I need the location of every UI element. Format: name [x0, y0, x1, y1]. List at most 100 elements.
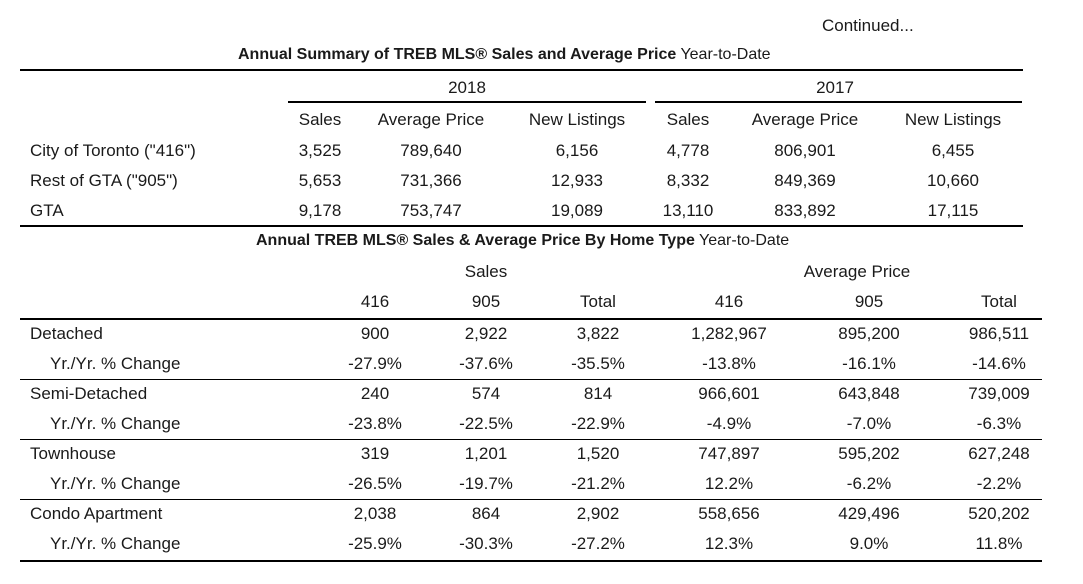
summary-col-header: Sales: [666, 110, 710, 129]
row-group-divider: [20, 379, 1042, 380]
summary-bottom-rule: [20, 225, 1023, 227]
hometype-cell: 1,201: [464, 444, 508, 463]
summary-title: Annual Summary of TREB MLS® Sales and Av…: [238, 46, 771, 64]
hometype-cell: 520,202: [968, 504, 1030, 523]
hometype-cell: 319: [360, 444, 390, 463]
yoy-change-label: Yr./Yr. % Change: [50, 474, 181, 493]
summary-title-bold: Annual Summary of TREB MLS® Sales and Av…: [238, 46, 677, 63]
yoy-change-cell: -37.6%: [459, 354, 513, 373]
yoy-change-label: Yr./Yr. % Change: [50, 414, 181, 433]
summary-col-header: New Listings: [528, 110, 626, 129]
yoy-change-cell: -27.2%: [571, 534, 625, 553]
yoy-change-cell: -6.3%: [976, 414, 1022, 433]
yoy-change-cell: -22.9%: [571, 414, 625, 433]
summary-cell: 19,089: [551, 201, 603, 220]
hometype-cell: 643,848: [838, 384, 900, 403]
yoy-change-cell: -22.5%: [459, 414, 513, 433]
home-type-label: Semi-Detached: [30, 384, 148, 403]
summary-col-header: New Listings: [904, 110, 1002, 129]
summary-col-header: Average Price: [751, 110, 859, 129]
summary-cell: 789,640: [400, 141, 462, 160]
summary-cell: 9,178: [298, 201, 342, 220]
hometype-title-rest: Year-to-Date: [694, 232, 790, 249]
summary-cell: 17,115: [927, 201, 979, 220]
summary-cell: 3,525: [298, 141, 342, 160]
year-2017-header: 2017: [816, 78, 854, 97]
hometype-cell: 900: [360, 324, 390, 343]
hometype-title-bold: Annual TREB MLS® Sales & Average Price B…: [256, 232, 695, 249]
year-2017-rule: [655, 101, 1022, 103]
summary-cell: 731,366: [400, 171, 462, 190]
summary-title-rest: Year-to-Date: [676, 46, 771, 63]
summary-cell: 5,653: [298, 171, 342, 190]
summary-col-header: Average Price: [377, 110, 485, 129]
continued-note: Continued...: [822, 16, 914, 35]
hometype-bottom-rule: [20, 560, 1042, 562]
hometype-cell: 3,822: [576, 324, 620, 343]
yoy-change-cell: -6.2%: [846, 474, 892, 493]
hometype-cell: 574: [471, 384, 501, 403]
yoy-change-label: Yr./Yr. % Change: [50, 534, 181, 553]
summary-row-label: GTA: [30, 201, 64, 220]
hometype-cell: 895,200: [838, 324, 900, 343]
summary-cell: 849,369: [774, 171, 836, 190]
hometype-cell: 2,902: [576, 504, 620, 523]
summary-cell: 4,778: [666, 141, 710, 160]
yoy-change-cell: 12.2%: [704, 474, 754, 493]
summary-cell: 753,747: [400, 201, 462, 220]
yoy-change-cell: -19.7%: [459, 474, 513, 493]
home-type-label: Townhouse: [30, 444, 117, 463]
yoy-change-cell: -2.2%: [976, 474, 1022, 493]
hometype-cell: 627,248: [968, 444, 1030, 463]
hometype-header-rule: [20, 318, 1042, 320]
hometype-cell: 558,656: [698, 504, 760, 523]
yoy-change-cell: -13.8%: [702, 354, 756, 373]
summary-cell: 12,933: [551, 171, 603, 190]
hometype-col-header: Total: [580, 292, 616, 311]
hometype-cell: 1,282,967: [691, 324, 767, 343]
summary-cell: 833,892: [774, 201, 836, 220]
row-group-divider: [20, 499, 1042, 500]
hometype-cell: 2,922: [464, 324, 508, 343]
home-type-label: Detached: [30, 324, 103, 343]
sales-group-header: Sales: [464, 262, 508, 281]
summary-cell: 13,110: [662, 201, 714, 220]
yoy-change-cell: -23.8%: [348, 414, 402, 433]
hometype-col-header: 416: [714, 292, 744, 311]
summary-cell: 8,332: [666, 171, 710, 190]
average-price-group-header: Average Price: [803, 262, 911, 281]
yoy-change-cell: -16.1%: [842, 354, 896, 373]
yoy-change-cell: 11.8%: [975, 534, 1023, 553]
summary-cell: 10,660: [927, 171, 979, 190]
summary-col-header: Sales: [298, 110, 342, 129]
hometype-col-header: 905: [471, 292, 501, 311]
yoy-change-cell: -14.6%: [972, 354, 1026, 373]
summary-cell: 6,156: [555, 141, 599, 160]
hometype-col-header: 905: [854, 292, 884, 311]
summary-row-label: Rest of GTA ("905"): [30, 171, 178, 190]
hometype-cell: 966,601: [698, 384, 760, 403]
year-2018-header: 2018: [448, 78, 486, 97]
yoy-change-cell: -21.2%: [571, 474, 625, 493]
hometype-cell: 864: [471, 504, 501, 523]
hometype-cell: 739,009: [968, 384, 1030, 403]
summary-cell: 6,455: [931, 141, 975, 160]
summary-row-label: City of Toronto ("416"): [30, 141, 196, 160]
hometype-col-header: 416: [360, 292, 390, 311]
hometype-cell: 1,520: [576, 444, 620, 463]
yoy-change-cell: -27.9%: [348, 354, 402, 373]
yoy-change-cell: -30.3%: [459, 534, 513, 553]
hometype-cell: 240: [360, 384, 390, 403]
summary-top-rule: [20, 69, 1023, 71]
yoy-change-cell: 9.0%: [849, 534, 889, 553]
hometype-title: Annual TREB MLS® Sales & Average Price B…: [256, 232, 789, 250]
summary-cell: 806,901: [774, 141, 836, 160]
yoy-change-cell: -35.5%: [571, 354, 625, 373]
home-type-label: Condo Apartment: [30, 504, 163, 523]
hometype-col-header: Total: [981, 292, 1017, 311]
hometype-cell: 595,202: [838, 444, 900, 463]
yoy-change-label: Yr./Yr. % Change: [50, 354, 181, 373]
yoy-change-cell: -7.0%: [846, 414, 892, 433]
hometype-cell: 747,897: [698, 444, 760, 463]
hometype-cell: 2,038: [353, 504, 397, 523]
